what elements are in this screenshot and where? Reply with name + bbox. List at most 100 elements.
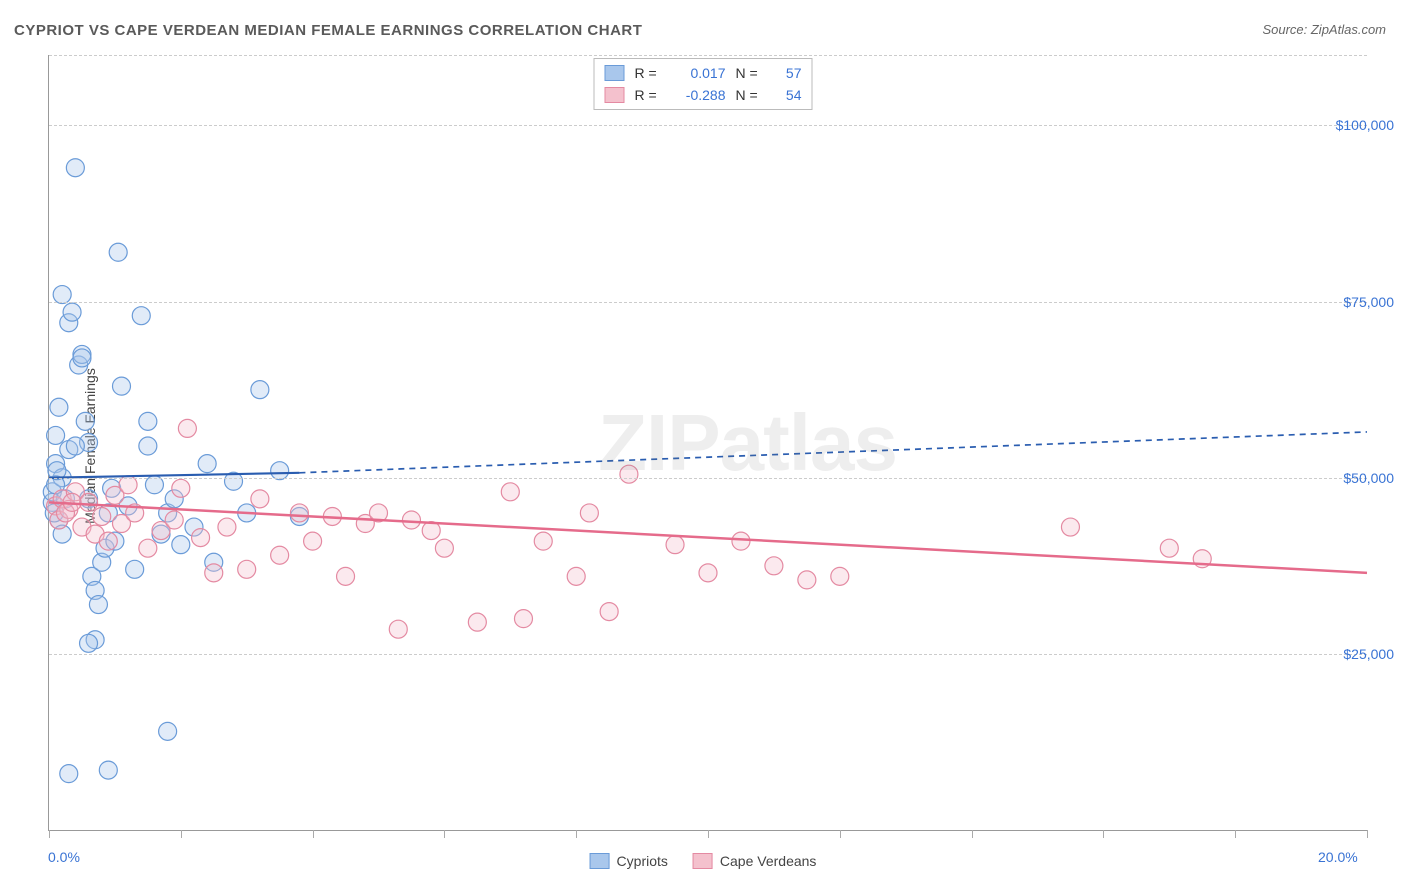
scatter-point [178,419,196,437]
scatter-point [47,426,65,444]
scatter-point [732,532,750,550]
xtick [181,830,182,838]
scatter-point [831,567,849,585]
chart-svg [49,55,1367,830]
scatter-point [389,620,407,638]
xtick [49,830,50,838]
legend-row-cypriots: R = 0.017 N = 57 [605,62,802,84]
scatter-point [337,567,355,585]
scatter-point [172,479,190,497]
scatter-point [218,518,236,536]
ytick-label: $50,000 [1343,470,1394,486]
scatter-point [600,603,618,621]
scatter-point [468,613,486,631]
series-legend: Cypriots Cape Verdeans [590,853,817,869]
scatter-point [63,303,81,321]
scatter-point [139,412,157,430]
scatter-point [534,532,552,550]
scatter-point [109,243,127,261]
n-label: N = [736,87,762,103]
scatter-point [172,536,190,554]
scatter-point [567,567,585,585]
scatter-point [50,398,68,416]
scatter-point [76,412,94,430]
r-label: R = [635,65,661,81]
xtick [1103,830,1104,838]
scatter-point [501,483,519,501]
legend-label: Cape Verdeans [720,853,817,869]
scatter-point [304,532,322,550]
r-value-cypriots: 0.017 [671,65,726,81]
scatter-point [80,634,98,652]
r-value-capeverdeans: -0.288 [671,87,726,103]
swatch-cypriots [590,853,610,869]
scatter-point [1160,539,1178,557]
plot-area: ZIPatlas [48,55,1367,831]
scatter-point [80,493,98,511]
scatter-point [251,490,269,508]
xtick [840,830,841,838]
scatter-point [666,536,684,554]
xtick-label: 20.0% [1318,849,1358,865]
ytick-label: $75,000 [1343,294,1394,310]
scatter-point [205,564,223,582]
xtick-label: 0.0% [48,849,80,865]
scatter-point [66,159,84,177]
n-value-capeverdeans: 54 [772,87,802,103]
xtick [313,830,314,838]
scatter-point [290,504,308,522]
legend-item-cypriots: Cypriots [590,853,668,869]
scatter-point [798,571,816,589]
scatter-point [73,349,91,367]
xtick [1235,830,1236,838]
xtick [444,830,445,838]
ytick-label: $100,000 [1336,117,1394,133]
scatter-point [165,511,183,529]
scatter-point [60,765,78,783]
gridline [49,125,1367,126]
scatter-point [238,560,256,578]
gridline [49,478,1367,479]
scatter-point [1061,518,1079,536]
n-label: N = [736,65,762,81]
scatter-point [99,761,117,779]
scatter-point [159,722,177,740]
legend-row-capeverdeans: R = -0.288 N = 54 [605,84,802,106]
r-label: R = [635,87,661,103]
scatter-point [99,532,117,550]
legend-item-capeverdeans: Cape Verdeans [693,853,817,869]
xtick [972,830,973,838]
swatch-cypriots [605,65,625,81]
source-attribution: Source: ZipAtlas.com [1262,22,1386,37]
scatter-point [139,539,157,557]
gridline [49,55,1367,56]
scatter-point [132,307,150,325]
gridline [49,302,1367,303]
scatter-point [192,529,210,547]
swatch-capeverdeans [605,87,625,103]
scatter-point [89,596,107,614]
xtick [1367,830,1368,838]
scatter-point [126,560,144,578]
scatter-point [271,546,289,564]
chart-title: CYPRIOT VS CAPE VERDEAN MEDIAN FEMALE EA… [14,22,642,39]
ytick-label: $25,000 [1343,646,1394,662]
n-value-cypriots: 57 [772,65,802,81]
trend-line-dashed [299,432,1367,473]
scatter-point [620,465,638,483]
gridline [49,654,1367,655]
scatter-point [251,381,269,399]
scatter-point [435,539,453,557]
scatter-point [402,511,420,529]
scatter-point [66,437,84,455]
correlation-legend: R = 0.017 N = 57 R = -0.288 N = 54 [594,58,813,110]
xtick [708,830,709,838]
scatter-point [699,564,717,582]
scatter-point [93,507,111,525]
chart-container: CYPRIOT VS CAPE VERDEAN MEDIAN FEMALE EA… [0,0,1406,892]
xtick [576,830,577,838]
scatter-point [580,504,598,522]
scatter-point [198,455,216,473]
swatch-capeverdeans [693,853,713,869]
scatter-point [139,437,157,455]
